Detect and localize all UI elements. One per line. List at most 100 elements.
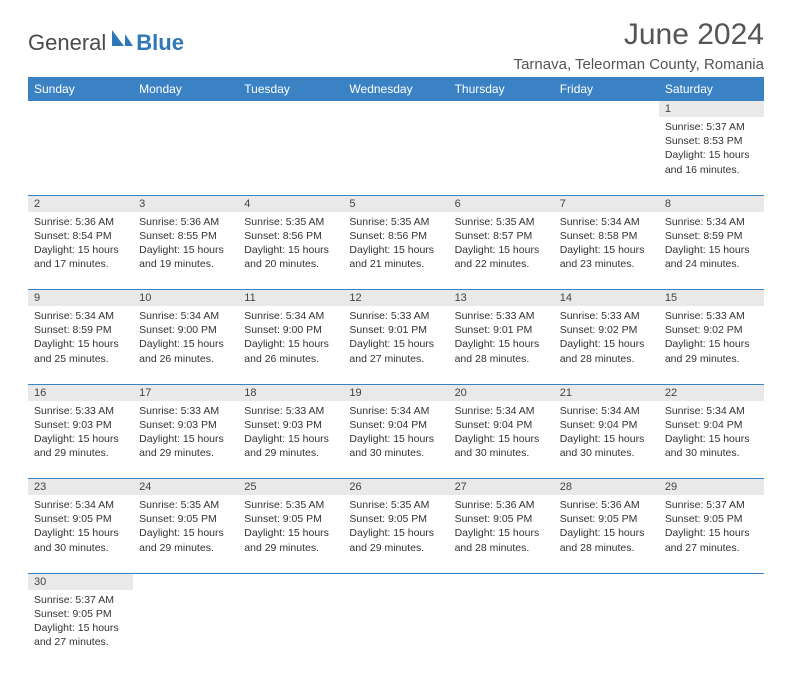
sunset-text: Sunset: 9:05 PM <box>34 512 127 526</box>
sunrise-text: Sunrise: 5:37 AM <box>665 120 758 134</box>
day-number: 12 <box>349 292 361 304</box>
daylight-text-2: and 19 minutes. <box>139 257 232 271</box>
day-number: 26 <box>349 481 361 493</box>
day-cell: Sunrise: 5:35 AMSunset: 8:57 PMDaylight:… <box>449 212 554 290</box>
day-number: 7 <box>560 198 566 210</box>
day-number: 17 <box>139 387 151 399</box>
daylight-text-1: Daylight: 15 hours <box>665 526 758 540</box>
day-content-row: Sunrise: 5:33 AMSunset: 9:03 PMDaylight:… <box>28 401 764 479</box>
day-number: 2 <box>34 198 40 210</box>
daylight-text-1: Daylight: 15 hours <box>244 526 337 540</box>
day-number-cell: 27 <box>449 479 554 496</box>
daylight-text-2: and 23 minutes. <box>560 257 653 271</box>
sunrise-text: Sunrise: 5:34 AM <box>455 404 548 418</box>
day-cell: Sunrise: 5:33 AMSunset: 9:02 PMDaylight:… <box>659 306 764 384</box>
day-cell: Sunrise: 5:36 AMSunset: 9:05 PMDaylight:… <box>554 495 659 573</box>
day-number-row: 9101112131415 <box>28 290 764 307</box>
daylight-text-1: Daylight: 15 hours <box>455 432 548 446</box>
day-number: 11 <box>244 292 255 304</box>
day-number-cell <box>133 101 238 117</box>
sunset-text: Sunset: 9:05 PM <box>244 512 337 526</box>
day-header-row: Sunday Monday Tuesday Wednesday Thursday… <box>28 77 764 101</box>
sunrise-text: Sunrise: 5:35 AM <box>455 215 548 229</box>
day-content-row: Sunrise: 5:36 AMSunset: 8:54 PMDaylight:… <box>28 212 764 290</box>
calendar-table: Sunday Monday Tuesday Wednesday Thursday… <box>28 77 764 668</box>
day-number-cell: 23 <box>28 479 133 496</box>
sunrise-text: Sunrise: 5:35 AM <box>244 215 337 229</box>
sunset-text: Sunset: 8:59 PM <box>665 229 758 243</box>
sunrise-text: Sunrise: 5:33 AM <box>349 309 442 323</box>
day-content-row: Sunrise: 5:34 AMSunset: 9:05 PMDaylight:… <box>28 495 764 573</box>
day-number-row: 2345678 <box>28 195 764 212</box>
day-number-cell: 19 <box>343 384 448 401</box>
day-cell <box>554 117 659 195</box>
sunrise-text: Sunrise: 5:33 AM <box>34 404 127 418</box>
day-cell <box>343 590 448 668</box>
day-number-cell: 29 <box>659 479 764 496</box>
day-cell: Sunrise: 5:36 AMSunset: 8:55 PMDaylight:… <box>133 212 238 290</box>
day-cell <box>449 117 554 195</box>
sunrise-text: Sunrise: 5:37 AM <box>665 498 758 512</box>
day-header: Sunday <box>28 77 133 101</box>
daylight-text-1: Daylight: 15 hours <box>244 432 337 446</box>
day-cell: Sunrise: 5:36 AMSunset: 8:54 PMDaylight:… <box>28 212 133 290</box>
daylight-text-1: Daylight: 15 hours <box>665 148 758 162</box>
day-number: 13 <box>455 292 467 304</box>
day-number-cell: 4 <box>238 195 343 212</box>
day-header: Wednesday <box>343 77 448 101</box>
day-number-cell: 30 <box>28 573 133 590</box>
day-cell: Sunrise: 5:33 AMSunset: 9:02 PMDaylight:… <box>554 306 659 384</box>
daylight-text-1: Daylight: 15 hours <box>455 243 548 257</box>
sunrise-text: Sunrise: 5:37 AM <box>34 593 127 607</box>
sunrise-text: Sunrise: 5:36 AM <box>455 498 548 512</box>
day-number-cell: 14 <box>554 290 659 307</box>
logo: General Blue <box>28 28 184 57</box>
day-number-cell <box>449 101 554 117</box>
sunset-text: Sunset: 9:05 PM <box>34 607 127 621</box>
day-cell: Sunrise: 5:35 AMSunset: 8:56 PMDaylight:… <box>238 212 343 290</box>
sunset-text: Sunset: 8:56 PM <box>244 229 337 243</box>
sunset-text: Sunset: 9:01 PM <box>349 323 442 337</box>
sunset-text: Sunset: 9:05 PM <box>349 512 442 526</box>
day-cell: Sunrise: 5:37 AMSunset: 9:05 PMDaylight:… <box>659 495 764 573</box>
daylight-text-1: Daylight: 15 hours <box>139 337 232 351</box>
sunset-text: Sunset: 9:03 PM <box>34 418 127 432</box>
daylight-text-2: and 28 minutes. <box>560 541 653 555</box>
day-number-row: 23242526272829 <box>28 479 764 496</box>
daylight-text-2: and 25 minutes. <box>34 352 127 366</box>
day-number-cell: 16 <box>28 384 133 401</box>
day-content-row: Sunrise: 5:37 AMSunset: 9:05 PMDaylight:… <box>28 590 764 668</box>
daylight-text-1: Daylight: 15 hours <box>349 243 442 257</box>
day-header: Tuesday <box>238 77 343 101</box>
day-number: 20 <box>455 387 467 399</box>
daylight-text-2: and 29 minutes. <box>139 446 232 460</box>
day-number-row: 16171819202122 <box>28 384 764 401</box>
day-number-cell <box>238 573 343 590</box>
sunrise-text: Sunrise: 5:34 AM <box>34 498 127 512</box>
daylight-text-1: Daylight: 15 hours <box>560 337 653 351</box>
day-number-cell <box>343 573 448 590</box>
day-cell <box>238 590 343 668</box>
day-number: 4 <box>244 198 250 210</box>
daylight-text-2: and 22 minutes. <box>455 257 548 271</box>
daylight-text-1: Daylight: 15 hours <box>560 526 653 540</box>
sunset-text: Sunset: 9:00 PM <box>244 323 337 337</box>
sunset-text: Sunset: 9:00 PM <box>139 323 232 337</box>
daylight-text-2: and 29 minutes. <box>349 541 442 555</box>
day-number-cell: 3 <box>133 195 238 212</box>
daylight-text-1: Daylight: 15 hours <box>665 432 758 446</box>
daylight-text-1: Daylight: 15 hours <box>349 432 442 446</box>
sunset-text: Sunset: 8:56 PM <box>349 229 442 243</box>
daylight-text-2: and 29 minutes. <box>34 446 127 460</box>
day-cell <box>238 117 343 195</box>
day-cell: Sunrise: 5:34 AMSunset: 9:04 PMDaylight:… <box>449 401 554 479</box>
day-number: 14 <box>560 292 572 304</box>
day-cell <box>133 117 238 195</box>
daylight-text-1: Daylight: 15 hours <box>244 337 337 351</box>
logo-text-general: General <box>28 30 106 56</box>
sunrise-text: Sunrise: 5:33 AM <box>139 404 232 418</box>
sunset-text: Sunset: 9:02 PM <box>560 323 653 337</box>
day-number-cell: 8 <box>659 195 764 212</box>
sunrise-text: Sunrise: 5:35 AM <box>349 498 442 512</box>
sunset-text: Sunset: 9:04 PM <box>560 418 653 432</box>
